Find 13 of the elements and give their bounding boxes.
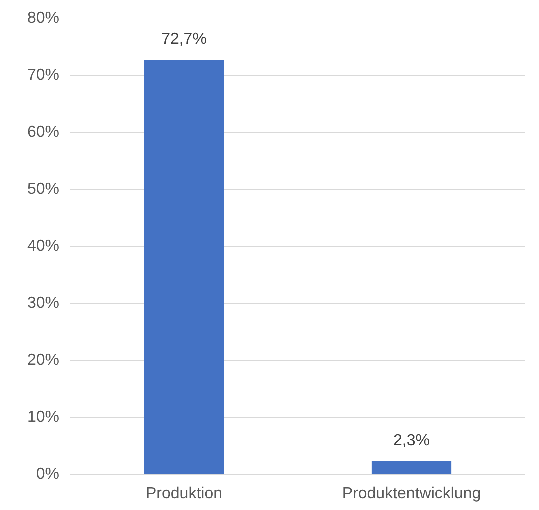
x-tick-label: Produktion	[146, 486, 223, 502]
y-tick-label: 20%	[27, 352, 60, 369]
data-label: 72,7%	[162, 31, 207, 48]
y-tick-label: 50%	[27, 181, 60, 198]
y-tick-label: 30%	[27, 295, 60, 312]
x-tick-label: Produktentwicklung	[342, 486, 482, 502]
y-tick-label: 0%	[36, 466, 60, 483]
y-tick-label: 10%	[27, 409, 60, 426]
y-tick-label: 60%	[27, 124, 60, 141]
data-label: 2,3%	[394, 432, 430, 450]
y-tick-label: 70%	[27, 67, 60, 84]
y-tick-label: 80%	[27, 10, 60, 27]
y-tick-label: 40%	[27, 238, 60, 255]
